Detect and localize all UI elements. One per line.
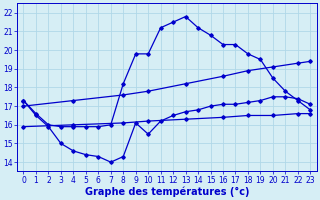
X-axis label: Graphe des températures (°c): Graphe des températures (°c) bbox=[85, 186, 249, 197]
